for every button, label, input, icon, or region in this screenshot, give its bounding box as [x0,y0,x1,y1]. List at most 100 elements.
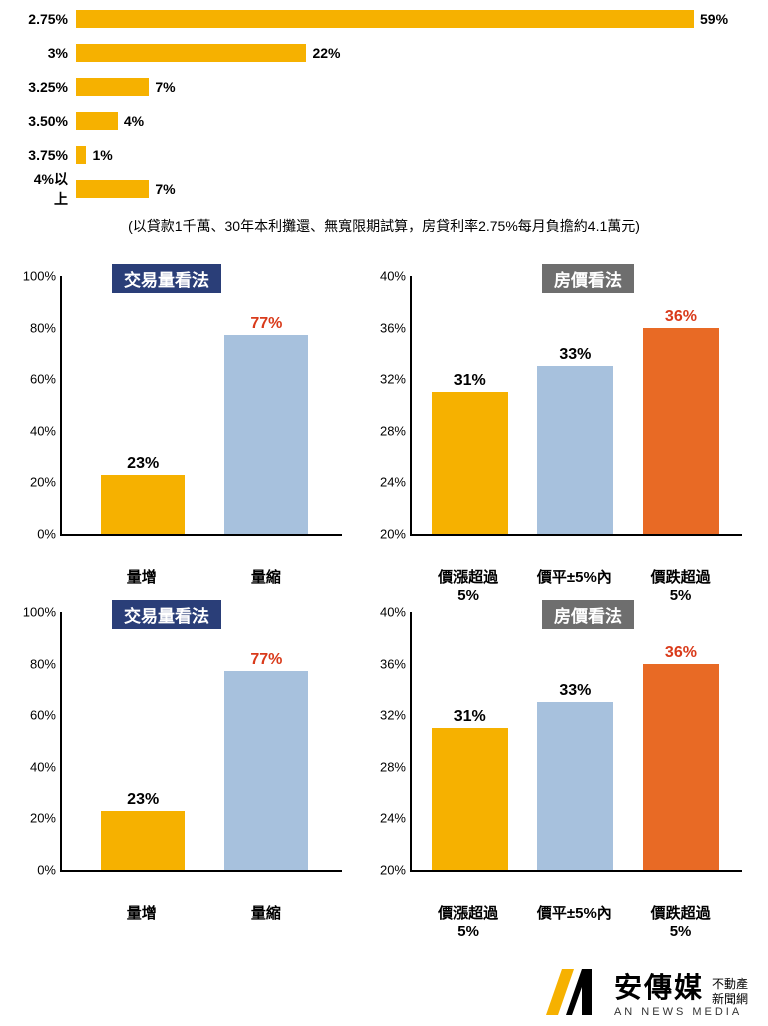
hbar-bar [76,44,306,62]
bar-rect [537,366,613,534]
hbar-value: 7% [155,181,175,197]
bar-value-label: 36% [665,644,697,662]
hbar-value: 22% [312,45,340,61]
x-label: 價跌超過5% [642,566,718,604]
x-label: 價跌超過5% [642,902,718,940]
hbar-bar [76,10,694,28]
x-label: 量增 [99,902,184,923]
logo-main-text: 安傳媒 [614,966,704,1006]
bar-rect [537,702,613,870]
y-tick: 40% [14,759,56,774]
bar-rect [432,392,508,534]
x-label: 價漲超過5% [430,566,506,604]
bar-rect [224,335,308,534]
bar-rect [101,475,185,534]
logo-mark-icon [546,969,604,1015]
logo-side-text: 不動產新聞網 [712,977,748,1006]
brand-logo: 安傳媒 不動產新聞網 AN NEWS MEDIA [546,966,748,1018]
logo-text-block: 安傳媒 不動產新聞網 AN NEWS MEDIA [614,966,748,1018]
panel-volume-2: 交易量看法0%20%40%60%80%100%23%77%量增量縮 [4,600,354,920]
interest-rate-hbar-chart: 2.75% 59% 3% 22% 3.25%7% 3.50% 4% 3.75% 1% 4%以上 7% [0,2,768,206]
y-tick: 24% [364,475,406,490]
x-label: 量增 [99,566,184,587]
y-tick: 20% [364,863,406,878]
bar: 23% [101,791,185,870]
hbar-footnote: (以貸款1千萬、30年本利攤還、無寬限期試算，房貸利率2.75%每月負擔約4.1… [0,216,768,236]
y-tick: 0% [14,863,56,878]
x-label: 價漲超過5% [430,902,506,940]
panel-grid: 交易量看法0%20%40%60%80%100%23%77%量增量縮房價看法20%… [0,264,768,920]
hbar-row: 3.50% 4% [20,104,748,138]
bar: 23% [101,455,185,534]
bar-value-label: 31% [454,372,486,390]
x-label: 價平±5%內 [536,902,612,923]
bar: 36% [643,644,719,870]
hbar-bar [76,180,149,198]
y-tick: 80% [14,320,56,335]
hbar-row: 3% 22% [20,36,748,70]
bar: 31% [432,372,508,534]
bar: 77% [224,315,308,534]
hbar-label: 2.75% [20,11,76,27]
y-tick: 20% [14,811,56,826]
bar: 31% [432,708,508,870]
hbar-value: 1% [92,147,112,163]
hbar-value: 59% [700,11,728,27]
y-tick: 20% [14,475,56,490]
y-tick: 100% [14,269,56,284]
panel-price-1: 房價看法20%24%28%32%36%40%31%33%36%價漲超過5%價平±… [354,264,754,584]
panel-volume-1: 交易量看法0%20%40%60%80%100%23%77%量增量縮 [4,264,354,584]
bar-value-label: 33% [559,682,591,700]
hbar-value: 7% [155,79,175,95]
hbar-label: 3% [20,45,76,61]
y-tick: 24% [364,811,406,826]
x-label: 價平±5%內 [536,566,612,587]
bar-rect [101,811,185,870]
bar-rect [643,664,719,870]
y-tick: 40% [364,605,406,620]
y-tick: 60% [14,708,56,723]
bar: 33% [537,682,613,870]
y-tick: 0% [14,527,56,542]
y-tick: 32% [364,708,406,723]
plot-area: 0%20%40%60%80%100%23%77% [60,276,342,536]
plot-area: 20%24%28%32%36%40%31%33%36% [410,276,742,536]
bar-value-label: 23% [127,455,159,473]
y-tick: 40% [364,269,406,284]
bar-rect [224,671,308,870]
y-tick: 40% [14,423,56,438]
bar: 33% [537,346,613,534]
y-tick: 36% [364,656,406,671]
bar-value-label: 77% [250,315,282,333]
bar-rect [643,328,719,534]
hbar-bar [76,146,86,164]
y-tick: 28% [364,423,406,438]
y-tick: 32% [364,372,406,387]
hbar-row: 4%以上 7% [20,172,748,206]
logo-sub-text: AN NEWS MEDIA [614,1006,748,1018]
y-tick: 100% [14,605,56,620]
bar-value-label: 23% [127,791,159,809]
x-label: 量縮 [224,566,309,587]
plot-area: 0%20%40%60%80%100%23%77% [60,612,342,872]
panel-price-2: 房價看法20%24%28%32%36%40%31%33%36%價漲超過5%價平±… [354,600,754,920]
hbar-bar [76,112,118,130]
y-tick: 60% [14,372,56,387]
hbar-label: 3.75% [20,147,76,163]
bar-value-label: 33% [559,346,591,364]
x-label: 量縮 [224,902,309,923]
bar: 77% [224,651,308,870]
plot-area: 20%24%28%32%36%40%31%33%36% [410,612,742,872]
y-tick: 20% [364,527,406,542]
bar-value-label: 31% [454,708,486,726]
bar-value-label: 36% [665,308,697,326]
hbar-value: 4% [124,113,144,129]
y-tick: 36% [364,320,406,335]
hbar-bar [76,78,149,96]
hbar-row: 3.75% 1% [20,138,748,172]
hbar-label: 4%以上 [20,169,76,209]
bar: 36% [643,308,719,534]
hbar-label: 3.50% [20,113,76,129]
hbar-row: 3.25%7% [20,70,748,104]
hbar-row: 2.75% 59% [20,2,748,36]
